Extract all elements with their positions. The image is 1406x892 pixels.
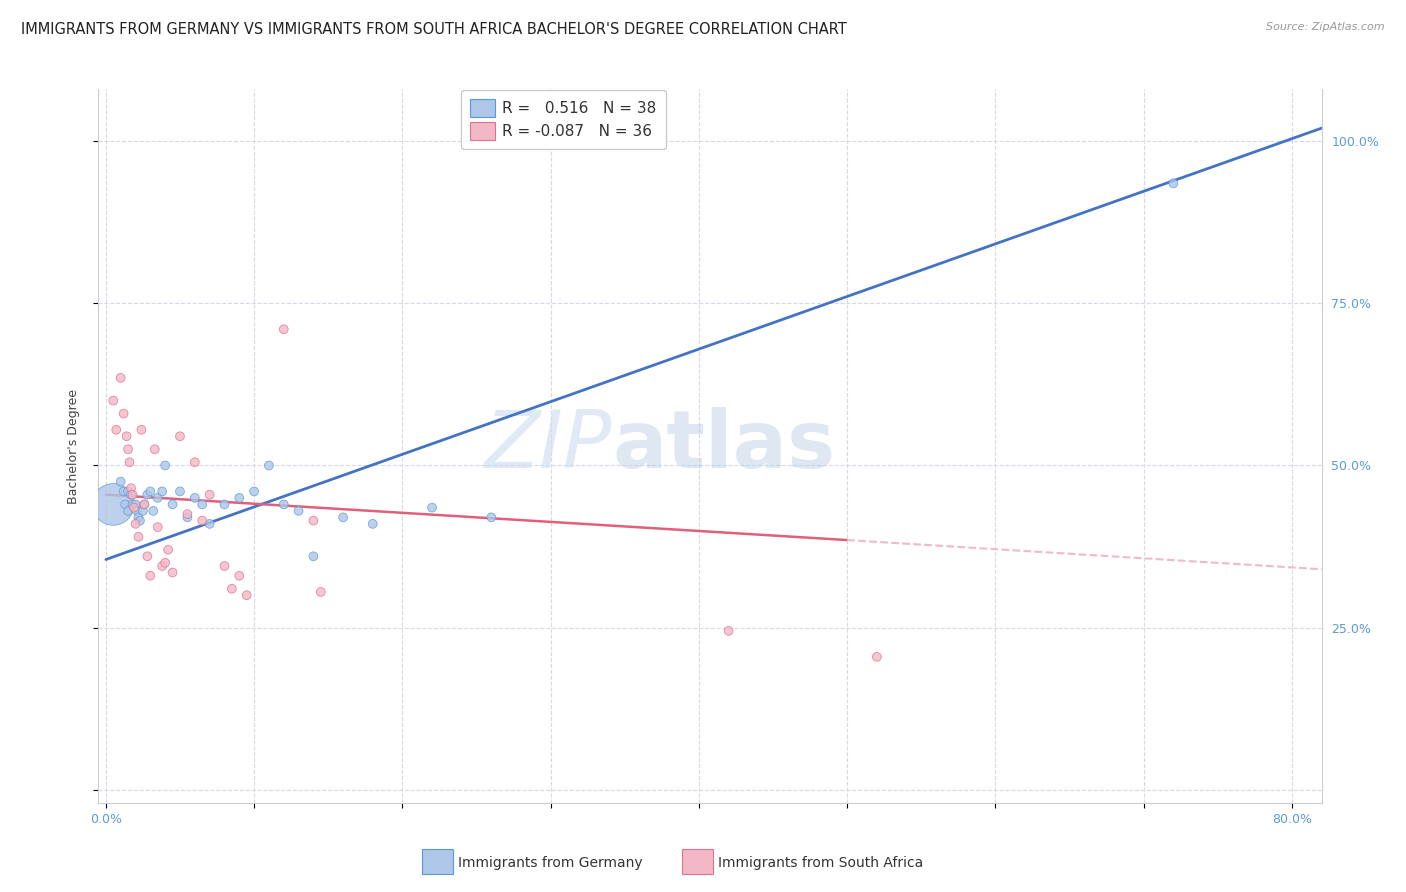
Point (114, 497, 136, 511)
Point (103, 497, 125, 511)
Point (139, 568, 162, 582)
Point (214, 559, 236, 574)
Point (309, 585, 332, 599)
Text: atlas: atlas (612, 407, 835, 485)
Point (361, 516, 384, 531)
Point (103, 393, 125, 408)
Point (118, 455, 141, 469)
Point (198, 516, 221, 531)
Point (132, 504, 155, 518)
Point (124, 497, 146, 511)
Point (287, 504, 309, 518)
Point (176, 507, 198, 521)
Point (112, 484, 135, 499)
Point (146, 520, 169, 534)
Point (191, 514, 214, 528)
Point (1163, 176, 1185, 190)
Point (143, 442, 166, 457)
Point (243, 484, 266, 499)
Point (228, 568, 250, 582)
Point (110, 371, 132, 385)
Point (162, 497, 184, 511)
Point (139, 484, 162, 499)
Point (129, 514, 152, 528)
Legend: R =   0.516   N = 38, R = -0.087   N = 36: R = 0.516 N = 38, R = -0.087 N = 36 (461, 90, 665, 149)
Point (479, 510, 502, 524)
Point (273, 497, 295, 511)
Point (184, 455, 207, 469)
Point (273, 322, 295, 336)
Point (142, 504, 165, 518)
Point (221, 582, 243, 596)
Point (420, 500, 443, 515)
Text: IMMIGRANTS FROM GERMANY VS IMMIGRANTS FROM SOUTH AFRICA BACHELOR'S DEGREE CORREL: IMMIGRANTS FROM GERMANY VS IMMIGRANTS FR… (21, 22, 846, 37)
Text: Immigrants from Germany: Immigrants from Germany (458, 856, 643, 871)
Point (191, 497, 214, 511)
Point (332, 510, 354, 524)
Point (162, 566, 184, 580)
Point (153, 556, 176, 570)
Point (150, 484, 173, 499)
Point (117, 442, 139, 457)
Point (117, 484, 139, 499)
Point (112, 407, 135, 421)
Point (146, 491, 169, 505)
Point (110, 475, 132, 489)
Point (134, 497, 156, 511)
Text: Source: ZipAtlas.com: Source: ZipAtlas.com (1267, 22, 1385, 32)
Point (184, 491, 207, 505)
Point (157, 542, 180, 557)
Text: ZIP: ZIP (485, 407, 612, 485)
Point (105, 423, 128, 437)
Point (169, 484, 191, 499)
Point (169, 429, 191, 443)
Point (117, 504, 139, 518)
Point (257, 458, 280, 473)
Point (121, 497, 143, 511)
Point (127, 530, 149, 544)
Point (302, 514, 325, 528)
Point (115, 429, 138, 443)
Point (214, 497, 236, 511)
Point (124, 516, 146, 531)
Point (717, 624, 740, 638)
Point (302, 549, 325, 564)
Y-axis label: Bachelor's Degree: Bachelor's Degree (67, 389, 80, 503)
Point (121, 488, 143, 502)
Point (176, 510, 198, 524)
Point (125, 504, 148, 518)
Point (235, 588, 257, 602)
Point (866, 649, 889, 664)
Point (228, 491, 250, 505)
Point (127, 510, 149, 524)
Point (136, 488, 159, 502)
Point (136, 549, 159, 564)
Point (134, 497, 156, 511)
Point (120, 488, 142, 502)
Point (122, 500, 145, 515)
Point (120, 481, 142, 495)
Point (131, 423, 153, 437)
Text: Immigrants from South Africa: Immigrants from South Africa (718, 856, 924, 871)
Point (153, 458, 176, 473)
Point (150, 559, 173, 574)
Point (198, 488, 221, 502)
